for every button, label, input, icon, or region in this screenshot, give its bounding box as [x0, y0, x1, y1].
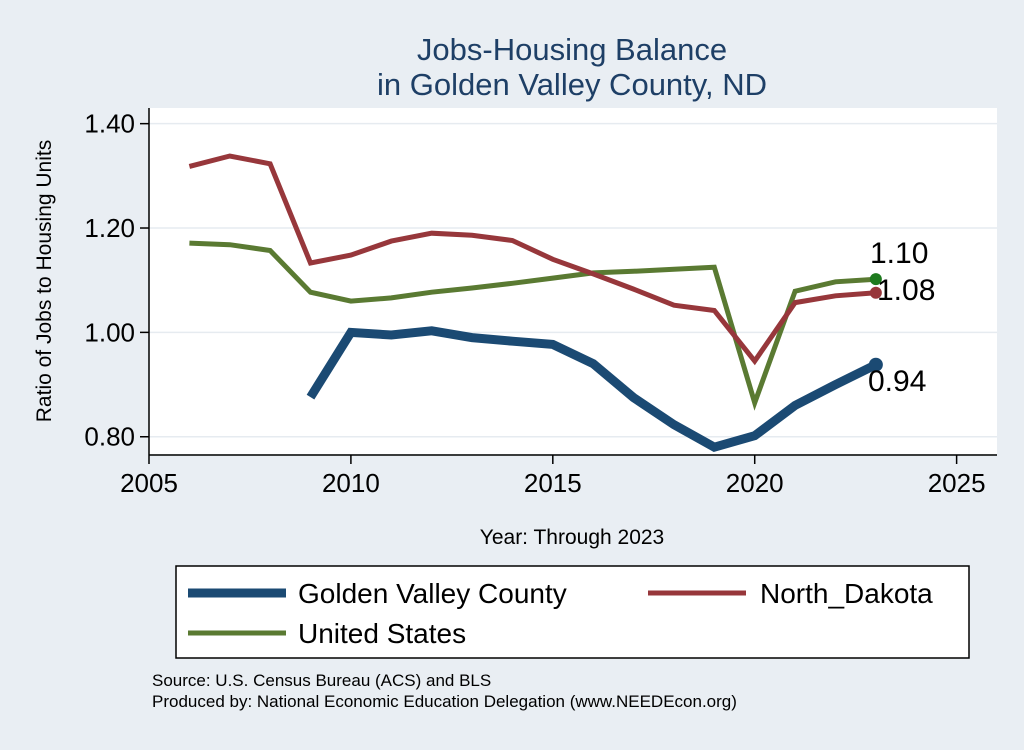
x-tick-label: 2020 [726, 468, 784, 498]
series-line-nd [188, 153, 877, 366]
x-tick-label: 2015 [524, 468, 582, 498]
source-note: Source: U.S. Census Bureau (ACS) and BLS [152, 671, 491, 690]
legend-label-county: Golden Valley County [298, 578, 567, 609]
x-axis-title: Year: Through 2023 [480, 526, 665, 549]
x-tick-label: 2010 [322, 468, 380, 498]
end-marker-nd [869, 286, 882, 299]
y-axis-title: Ratio of Jobs to Housing Units [33, 140, 56, 422]
series-line-us [189, 240, 877, 411]
y-tick-label: 1.40 [84, 109, 135, 139]
end-label-us: 1.10 [870, 237, 928, 270]
end-label-county: 0.94 [868, 365, 926, 398]
chart-title-line-1: Jobs-Housing Balance [417, 32, 727, 67]
end-label-nd: 1.08 [877, 274, 935, 307]
produced-by-note: Produced by: National Economic Education… [152, 692, 737, 711]
y-tick-label: 1.00 [84, 317, 135, 347]
x-tick-label: 2025 [928, 468, 986, 498]
gridlines [149, 122, 997, 438]
end-marker-us [869, 273, 882, 286]
legend-label-us: United States [298, 618, 466, 649]
series-line-county [306, 326, 878, 453]
x-tick-label: 2005 [120, 468, 178, 498]
y-tick-label: 1.20 [84, 213, 135, 243]
end-markers [868, 273, 883, 372]
series-lines [188, 153, 878, 453]
axis-ticks: 0.80 1.00 1.20 1.40 2005 2010 2015 2020 2025 [84, 109, 985, 498]
legend-box [175, 565, 970, 659]
legend-label-nd: North_Dakota [760, 578, 933, 609]
chart-title-line-2: in Golden Valley County, ND [377, 67, 767, 102]
end-marker-county [868, 357, 883, 372]
y-tick-label: 0.80 [84, 422, 135, 452]
